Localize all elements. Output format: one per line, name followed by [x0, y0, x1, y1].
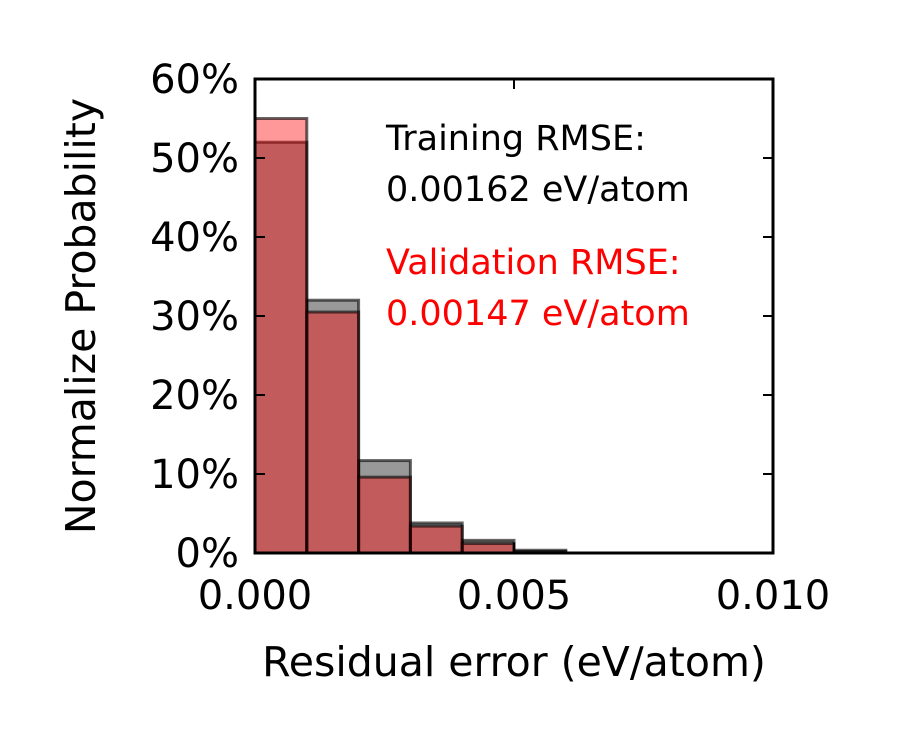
y-tick-label-5: 50% [150, 136, 239, 182]
y-tick-label-1: 10% [150, 452, 239, 498]
bar-validation-2 [357, 475, 412, 555]
bar-validation-3 [408, 524, 464, 555]
x-tick-label-1: 0.005 [457, 573, 572, 619]
y-tick-label-0: 0% [176, 531, 239, 577]
y-tick-label-2: 20% [150, 373, 239, 419]
y-tick-label-4: 40% [150, 215, 239, 261]
bar-validation-1 [305, 310, 361, 555]
training-rmse-value: 0.00162 eV/atom [386, 170, 690, 210]
y-tick-label-6: 60% [150, 57, 239, 103]
y-axis-label: Normalize Probability [57, 98, 105, 534]
tick-labels: 0.000 0.005 0.010 0% 10% 20% 30% 40% 50% 60% [150, 57, 830, 619]
validation-rmse-value: 0.00147 eV/atom [386, 294, 690, 334]
y-tick-label-3: 30% [150, 294, 239, 340]
plot-frame [253, 77, 775, 555]
histogram-bars [253, 117, 568, 555]
x-tick-label-2: 0.010 [716, 573, 831, 619]
training-rmse-label: Training RMSE: [385, 119, 646, 159]
x-axis-label: Residual error (eV/atom) [262, 638, 766, 686]
x-tick-label-0: 0.000 [198, 573, 313, 619]
validation-rmse-label: Validation RMSE: [386, 243, 681, 283]
bar-validation-0 [253, 117, 309, 555]
